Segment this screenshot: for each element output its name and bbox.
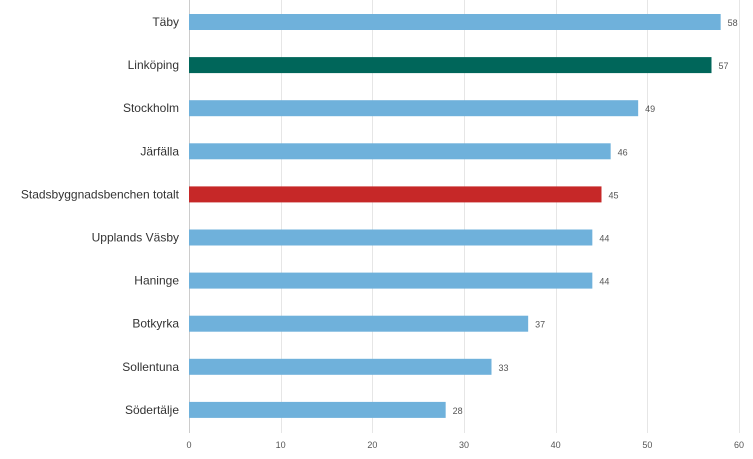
data-label: 44 [599, 277, 609, 287]
x-tick-label: 60 [734, 440, 744, 450]
x-tick-label: 30 [459, 440, 469, 450]
category-label: Linköping [128, 58, 179, 72]
category-label: Stadsbyggnadsbenchen totalt [21, 187, 180, 201]
bar [189, 186, 602, 203]
bar [189, 401, 446, 418]
category-label: Sollentuna [122, 360, 179, 374]
bar [189, 272, 593, 289]
category-label: Täby [152, 15, 179, 29]
data-label: 46 [618, 147, 628, 157]
bar [189, 100, 639, 117]
category-label: Upplands Väsby [92, 231, 179, 245]
data-label: 57 [719, 61, 729, 71]
category-label: Haninge [134, 274, 179, 288]
bar [189, 14, 721, 30]
category-label: Södertälje [125, 403, 179, 417]
bar [189, 57, 712, 74]
x-tick-label: 0 [186, 440, 191, 450]
x-axis-ticks: 0 10 20 30 40 50 60 [186, 440, 744, 450]
x-tick-label: 20 [367, 440, 377, 450]
data-label: 44 [599, 234, 609, 244]
bar [189, 229, 593, 246]
category-label: Järfälla [140, 144, 179, 158]
data-label: 33 [499, 363, 509, 373]
bar [189, 143, 611, 160]
bar [189, 358, 492, 375]
category-label: Botkyrka [132, 317, 179, 331]
bar [189, 315, 529, 332]
data-label: 28 [453, 406, 463, 416]
label-layer: Täby 58 Linköping 57 Stockholm 49 Järfälla 46 St… [21, 15, 738, 417]
x-tick-label: 40 [551, 440, 561, 450]
data-label: 49 [645, 104, 655, 114]
data-label: 45 [609, 190, 619, 200]
data-label: 58 [728, 18, 738, 28]
bar-layer [189, 14, 721, 418]
x-tick-label: 10 [276, 440, 286, 450]
x-tick-label: 50 [642, 440, 652, 450]
data-label: 37 [535, 320, 545, 330]
category-label: Stockholm [123, 101, 179, 115]
